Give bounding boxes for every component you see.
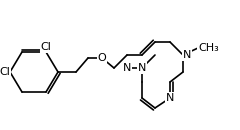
Text: O: O bbox=[98, 53, 106, 63]
Text: N: N bbox=[138, 63, 146, 73]
Text: N: N bbox=[183, 50, 191, 60]
Text: Cl: Cl bbox=[0, 67, 10, 77]
Text: N: N bbox=[166, 93, 174, 103]
Text: N: N bbox=[123, 63, 131, 73]
Text: Cl: Cl bbox=[41, 42, 51, 52]
Text: CH₃: CH₃ bbox=[198, 43, 219, 53]
